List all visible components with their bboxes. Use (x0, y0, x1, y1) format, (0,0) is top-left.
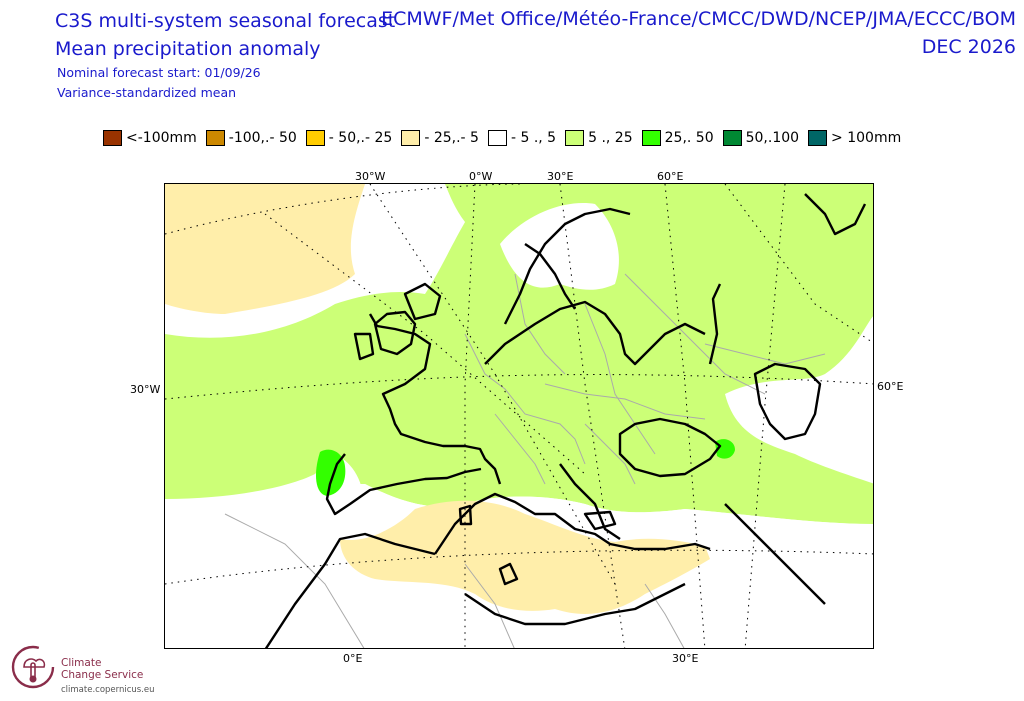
neutral-region-north (445, 184, 605, 223)
legend-label: <-100mm (126, 130, 197, 146)
coastlines (264, 193, 867, 648)
lat-label-right: 60°E (877, 380, 904, 393)
wet-region-europe (165, 184, 873, 524)
legend-item: 5 ., 25 (565, 130, 633, 146)
legend-item: - 5 ., 5 (487, 130, 557, 146)
forecast-start: Nominal forecast start: 01/09/26 (57, 65, 261, 80)
dry-region-atlantic (165, 184, 365, 314)
lon-label-0: 0°W (469, 170, 493, 183)
lon-label-30e: 30°E (547, 170, 574, 183)
neutral-region-iberia-west (165, 454, 365, 514)
dry-region-mediterranean (340, 500, 710, 614)
title: C3S multi-system seasonal forecast (55, 10, 396, 32)
legend-swatch (641, 130, 661, 146)
lon-label-bottom-0: 0°E (343, 652, 363, 665)
neutral-region-east (725, 316, 873, 484)
brand-url[interactable]: climate.copernicus.eu (61, 685, 155, 695)
legend-swatch (722, 130, 742, 146)
legend-swatch (401, 130, 421, 146)
legend-item: - 25,.- 5 (401, 130, 479, 146)
legend-swatch (565, 130, 585, 146)
legend-swatch (205, 130, 225, 146)
legend-swatch (305, 130, 325, 146)
wet-spot-caucasus (715, 439, 735, 459)
legend-item: > 100mm (808, 130, 901, 146)
legend-item: -100,.- 50 (205, 130, 297, 146)
legend-item: 50,.100 (722, 130, 800, 146)
legend-swatch (487, 130, 507, 146)
color-legend: <-100mm -100,.- 50 - 50,.- 25 - 25,.- 5 … (103, 130, 910, 146)
legend-label: - 50,.- 25 (328, 130, 393, 146)
lat-label-left: 30°W (130, 383, 161, 396)
brand-name: Climate Change Service (61, 657, 143, 681)
lon-label-60e: 60°E (657, 170, 684, 183)
graticule (165, 184, 873, 648)
legend-label: 5 ., 25 (588, 130, 633, 146)
legend-item: <-100mm (103, 130, 197, 146)
copernicus-logo-icon (11, 645, 55, 689)
legend-swatch (103, 130, 122, 146)
brand-line-1: Climate (61, 657, 102, 669)
legend-label: 25,. 50 (664, 130, 714, 146)
legend-label: 50,.100 (745, 130, 800, 146)
country-borders (224, 273, 826, 648)
legend-label: - 25,.- 5 (424, 130, 479, 146)
legend-swatch (808, 130, 828, 146)
brand-line-2: Change Service (61, 669, 144, 681)
systems-list: ECMWF/Met Office/Météo-France/CMCC/DWD/N… (381, 8, 1016, 30)
lon-label-bottom-30e: 30°E (672, 652, 699, 665)
method-note: Variance-standardized mean (57, 85, 237, 100)
subtitle: Mean precipitation anomaly (55, 38, 321, 60)
legend-item: 25,. 50 (641, 130, 714, 146)
legend-label: > 100mm (831, 130, 902, 146)
anomaly-map (164, 183, 874, 649)
legend-label: -100,.- 50 (228, 130, 297, 146)
valid-period: DEC 2026 (921, 36, 1016, 58)
legend-label: - 5 ., 5 (510, 130, 557, 146)
lon-label-30w: 30°W (355, 170, 386, 183)
legend-item: - 50,.- 25 (305, 130, 393, 146)
